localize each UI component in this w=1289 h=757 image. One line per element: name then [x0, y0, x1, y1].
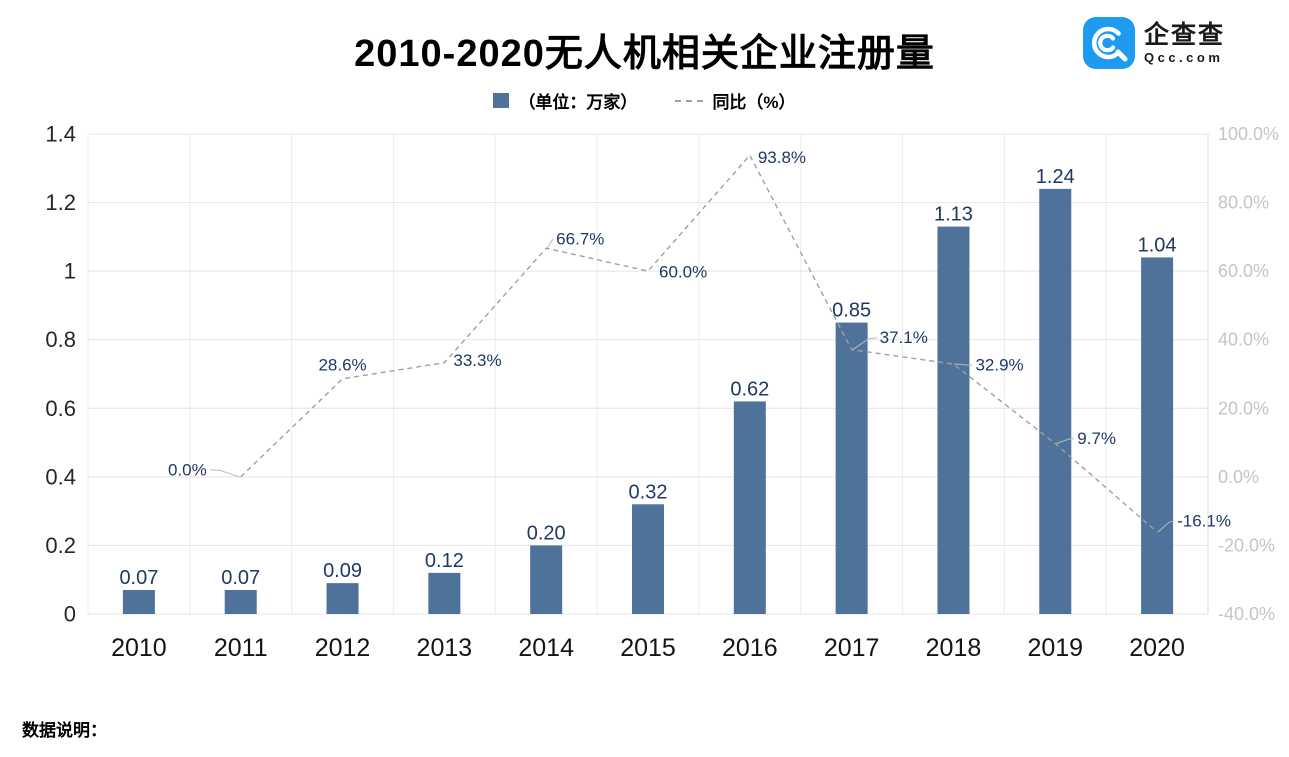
right-axis-tick-label: 0.0% — [1218, 467, 1259, 487]
x-axis-tick-label: 2012 — [315, 634, 371, 662]
bar-value-label: 0.12 — [425, 550, 464, 572]
bar-2013 — [428, 572, 461, 614]
line-legend-label: 同比（%） — [712, 93, 796, 112]
x-axis-tick-label: 2014 — [518, 634, 574, 662]
yoy-value-label: 93.8% — [758, 148, 806, 167]
left-axis-tick-label: 1 — [64, 259, 76, 284]
yoy-value-label: 32.9% — [975, 356, 1023, 375]
bar-2018 — [937, 226, 970, 615]
bar-value-label: 0.07 — [119, 567, 158, 589]
label-leader-line — [546, 238, 554, 249]
yoy-value-label: 9.7% — [1077, 429, 1116, 448]
bar-2011 — [224, 590, 257, 614]
data-notes: 数据说明： 1、仅统计企业名、品牌产品、经营范围为“无人机”的企业 2、统计时间… — [22, 668, 456, 757]
bar-2015 — [632, 504, 664, 614]
bar-2014 — [530, 545, 563, 614]
x-axis-tick-label: 2016 — [722, 634, 778, 662]
yoy-value-label: 0.0% — [168, 460, 207, 479]
bar-value-label: 0.09 — [323, 560, 362, 582]
notes-heading: 数据说明： — [22, 721, 107, 740]
bar-value-label: 1.04 — [1138, 234, 1177, 256]
right-axis-tick-label: 60.0% — [1218, 261, 1269, 281]
bar-value-label: 0.85 — [832, 300, 871, 322]
bar-value-label: 0.62 — [730, 378, 769, 400]
logo-domain-text: Qcc.com — [1143, 50, 1224, 65]
left-axis-tick-label: 0.4 — [45, 464, 76, 489]
label-leader-line — [209, 469, 240, 478]
right-axis-tick-label: 100.0% — [1218, 124, 1279, 144]
bar-2016 — [733, 401, 766, 614]
legend-item-bar: （单位：万家） — [493, 88, 637, 113]
qcc-logo: 企查查 Qcc.com — [1082, 16, 1225, 70]
label-leader-line — [852, 337, 877, 351]
bar-legend-label: （单位：万家） — [518, 93, 638, 112]
left-axis-tick-label: 0.6 — [45, 396, 76, 421]
x-axis-tick-label: 2018 — [926, 634, 982, 662]
label-leader-line — [954, 363, 973, 366]
x-axis-tick-label: 2010 — [111, 634, 167, 662]
bar-2010 — [122, 590, 155, 614]
qcc-magnifier-icon — [1082, 17, 1135, 69]
x-axis-tick-label: 2017 — [824, 634, 880, 662]
right-axis-tick-label: -20.0% — [1218, 535, 1275, 555]
yoy-value-label: 28.6% — [318, 355, 366, 374]
x-axis-tick-label: 2011 — [214, 634, 268, 662]
x-axis-tick-label: 2013 — [417, 634, 473, 662]
left-axis-tick-label: 0.2 — [45, 533, 76, 558]
right-axis-tick-label: 40.0% — [1218, 330, 1269, 350]
logo-text: 企查查 Qcc.com — [1144, 20, 1225, 66]
yoy-value-label: -16.1% — [1177, 512, 1231, 531]
x-axis-tick-label: 2015 — [620, 634, 676, 662]
yoy-value-label: 66.7% — [556, 230, 604, 249]
right-axis-tick-label: 20.0% — [1218, 398, 1269, 418]
bar-2019 — [1039, 188, 1072, 614]
logo-brand-text: 企查查 — [1143, 21, 1225, 49]
chart-legend: （单位：万家） 同比（%） — [0, 88, 1289, 113]
x-axis-tick-label: 2020 — [1129, 634, 1185, 662]
yoy-value-label: 33.3% — [453, 351, 501, 370]
bar-value-label: 0.32 — [629, 481, 668, 503]
bar-2012 — [326, 583, 359, 614]
right-axis-tick-label: -40.0% — [1218, 604, 1275, 624]
label-leader-line — [1056, 438, 1075, 445]
bar-2020 — [1141, 257, 1174, 614]
left-axis-tick-label: 0 — [64, 602, 76, 627]
right-axis-tick-label: 80.0% — [1218, 193, 1269, 213]
left-axis-tick-label: 1.2 — [45, 190, 76, 215]
bar-legend-swatch-icon — [493, 93, 510, 108]
bar-value-label: 1.24 — [1036, 166, 1075, 188]
left-axis-tick-label: 1.4 — [45, 122, 76, 147]
chart-title: 2010-2020无人机相关企业注册量 — [354, 33, 935, 75]
combo-chart: 0 -40.0%0.2 -20.0%0.4 0.0%0.6 20.0%0.8 40.0%1… — [45, 122, 1279, 663]
yoy-value-label: 60.0% — [659, 263, 707, 282]
bar-2017 — [835, 322, 868, 614]
yoy-value-label: 37.1% — [880, 328, 928, 347]
x-axis-tick-label: 2019 — [1027, 634, 1083, 662]
line-legend-dash-icon — [675, 99, 704, 102]
left-axis-tick-label: 0.8 — [45, 327, 76, 352]
bar-value-label: 0.07 — [221, 567, 260, 589]
label-leader-line — [1157, 520, 1175, 533]
bar-value-label: 0.20 — [527, 522, 566, 544]
bar-value-label: 1.13 — [934, 204, 973, 226]
legend-item-line: 同比（%） — [675, 88, 796, 113]
yoy-line — [240, 154, 1158, 533]
